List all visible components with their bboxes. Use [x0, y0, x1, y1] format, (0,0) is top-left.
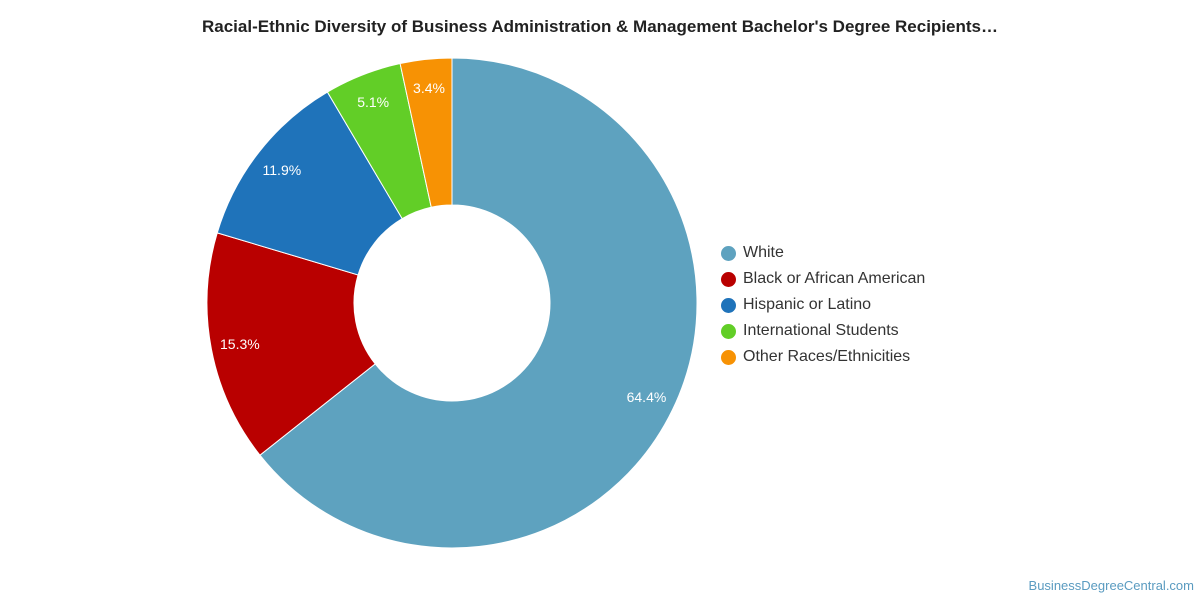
legend-label: Black or African American: [743, 270, 926, 287]
legend-swatch: [721, 349, 736, 365]
slice-white[interactable]: [259, 57, 698, 549]
legend-label: Other Races/Ethnicities: [743, 348, 911, 365]
slice-hispanic[interactable]: [216, 91, 403, 276]
slice-black[interactable]: [206, 232, 376, 456]
legend-item-black[interactable]: Black or African American: [721, 266, 925, 292]
legend-swatch: [721, 271, 736, 287]
slice-value-label: 15.3%: [220, 336, 260, 352]
source-credit[interactable]: BusinessDegreeCentral.com: [1028, 578, 1194, 593]
slice-value-label: 3.4%: [413, 80, 445, 96]
slice-other[interactable]: [399, 57, 453, 208]
legend-item-white[interactable]: White: [721, 240, 925, 266]
chart-title: Racial-Ethnic Diversity of Business Admi…: [201, 17, 998, 36]
legend-label: Hispanic or Latino: [743, 296, 872, 313]
legend-swatch: [721, 245, 736, 261]
legend-item-other[interactable]: Other Races/Ethnicities: [721, 344, 925, 370]
slice-value-label: 64.4%: [627, 389, 667, 405]
legend-swatch: [721, 323, 736, 339]
slice-value-label: 11.9%: [263, 162, 302, 178]
legend-swatch: [721, 297, 736, 313]
legend: White Black or African American Hispanic…: [721, 240, 925, 370]
legend-label: White: [743, 244, 784, 261]
legend-item-international[interactable]: International Students: [721, 318, 925, 344]
legend-label: International Students: [743, 322, 899, 339]
slice-value-label: 5.1%: [357, 94, 389, 110]
legend-item-hispanic[interactable]: Hispanic or Latino: [721, 292, 925, 318]
